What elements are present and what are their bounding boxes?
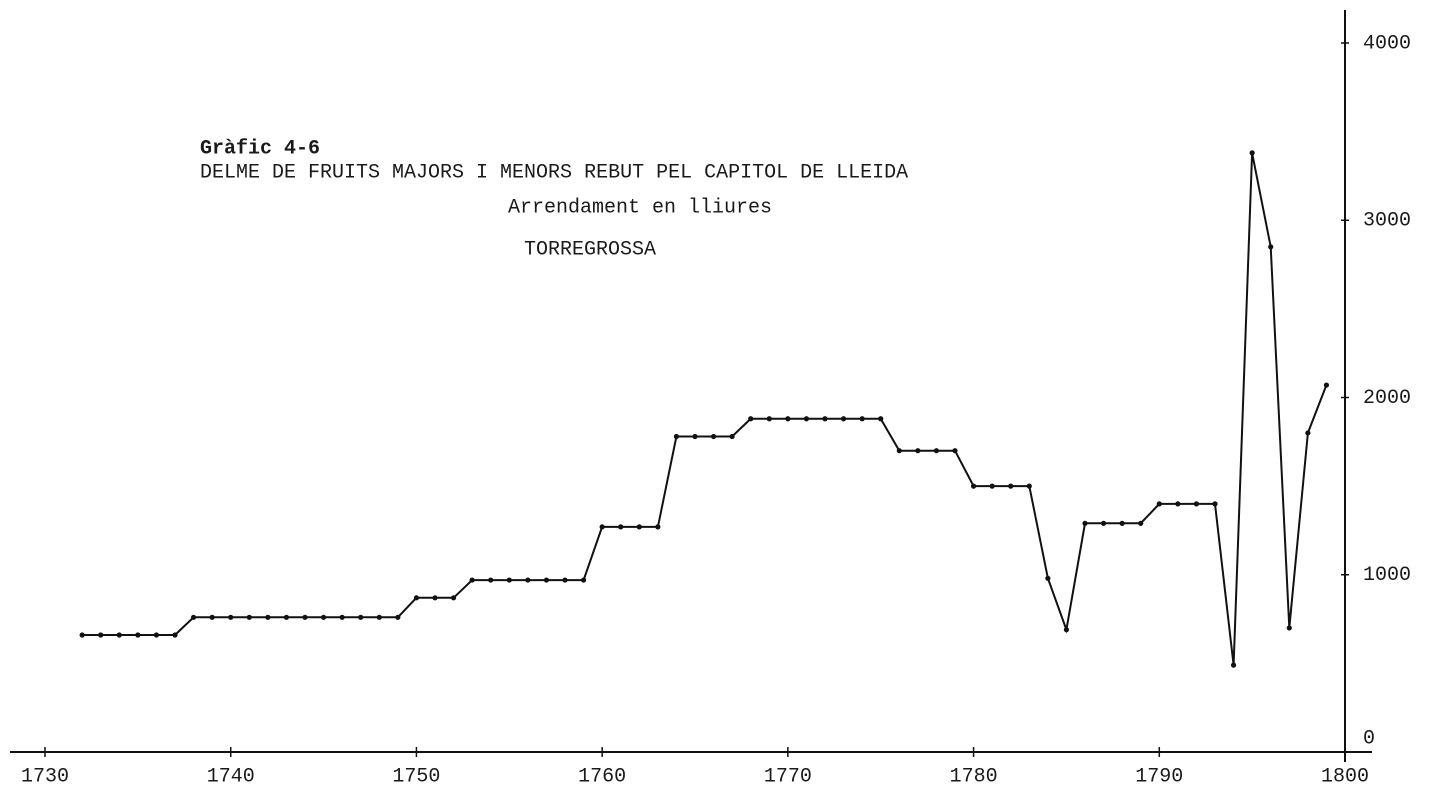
data-point [599,524,605,530]
chart-subtitle: TORREGROSSA [524,238,656,261]
data-point [1286,625,1292,631]
data-point [172,632,178,638]
data-point [1138,520,1144,526]
data-point [766,416,772,422]
data-point [1323,382,1330,388]
data-point [970,483,977,489]
data-point [116,632,122,638]
data-point [469,577,475,583]
data-point [1082,520,1088,526]
data-point [135,632,141,638]
data-point [228,614,234,620]
data-point [525,577,531,583]
x-tick-label: 1800 [1321,765,1369,788]
data-point [989,483,995,489]
data-point [1212,501,1218,507]
data-point [98,632,104,638]
data-point [580,577,587,583]
data-line [82,152,1328,666]
data-point [395,614,401,620]
data-point [1008,483,1014,489]
data-point [748,416,754,422]
data-point [1230,662,1237,668]
y-tick-label: 0 [1363,727,1375,750]
data-point [562,577,568,583]
data-point [803,416,810,422]
data-point [1156,501,1162,507]
data-point [618,524,624,530]
data-point [785,416,791,422]
data-point [413,595,420,601]
x-tick-label: 1770 [764,765,812,788]
x-tick-label: 1750 [392,765,440,788]
data-point [1175,501,1181,507]
data-point [265,614,271,620]
y-tick-label: 2000 [1363,387,1411,410]
data-point [450,595,457,601]
data-point [729,433,735,440]
data-point [358,614,364,620]
y-tick-label: 1000 [1363,564,1411,587]
chart-subtitle: Arrendament en lliures [508,196,772,219]
data-point [488,577,494,583]
data-point [1268,244,1274,250]
data-point [302,614,308,620]
data-point [915,448,921,454]
data-point [376,614,382,620]
data-point [822,416,828,422]
y-tick-label: 4000 [1363,32,1411,55]
chart-title: Gràfic 4-6 [200,137,320,160]
data-point [933,448,940,454]
data-point [339,614,345,620]
data-point [1119,520,1125,526]
data-point [1100,520,1107,526]
data-point [952,448,958,454]
data-point [320,614,327,620]
data-point [283,614,290,620]
data-point [692,433,698,440]
data-point [1305,430,1311,436]
data-point [209,614,215,620]
data-point [1249,150,1255,156]
data-point [1045,575,1051,581]
data-point [432,595,438,601]
data-point [673,433,680,440]
data-point [543,577,550,583]
x-tick-label: 1760 [578,765,626,788]
data-point [710,433,717,440]
data-point [859,416,865,422]
data-point [1026,483,1032,489]
data-point [1193,501,1200,507]
data-point [506,577,512,583]
x-tick-label: 1730 [21,765,69,788]
x-tick-label: 1780 [950,765,998,788]
data-point [655,524,661,530]
x-tick-label: 1740 [207,765,255,788]
y-tick-label: 3000 [1363,210,1411,233]
x-tick-label: 1790 [1135,765,1183,788]
data-point [153,632,160,638]
data-point [190,614,197,620]
data-point [878,416,884,422]
data-point [896,448,902,454]
data-point [636,524,642,530]
data-point [246,614,252,620]
data-point [840,416,847,422]
data-point [1063,627,1070,633]
data-point [79,632,85,638]
chart-subtitle: DELME DE FRUITS MAJORS I MENORS REBUT PE… [200,161,908,184]
